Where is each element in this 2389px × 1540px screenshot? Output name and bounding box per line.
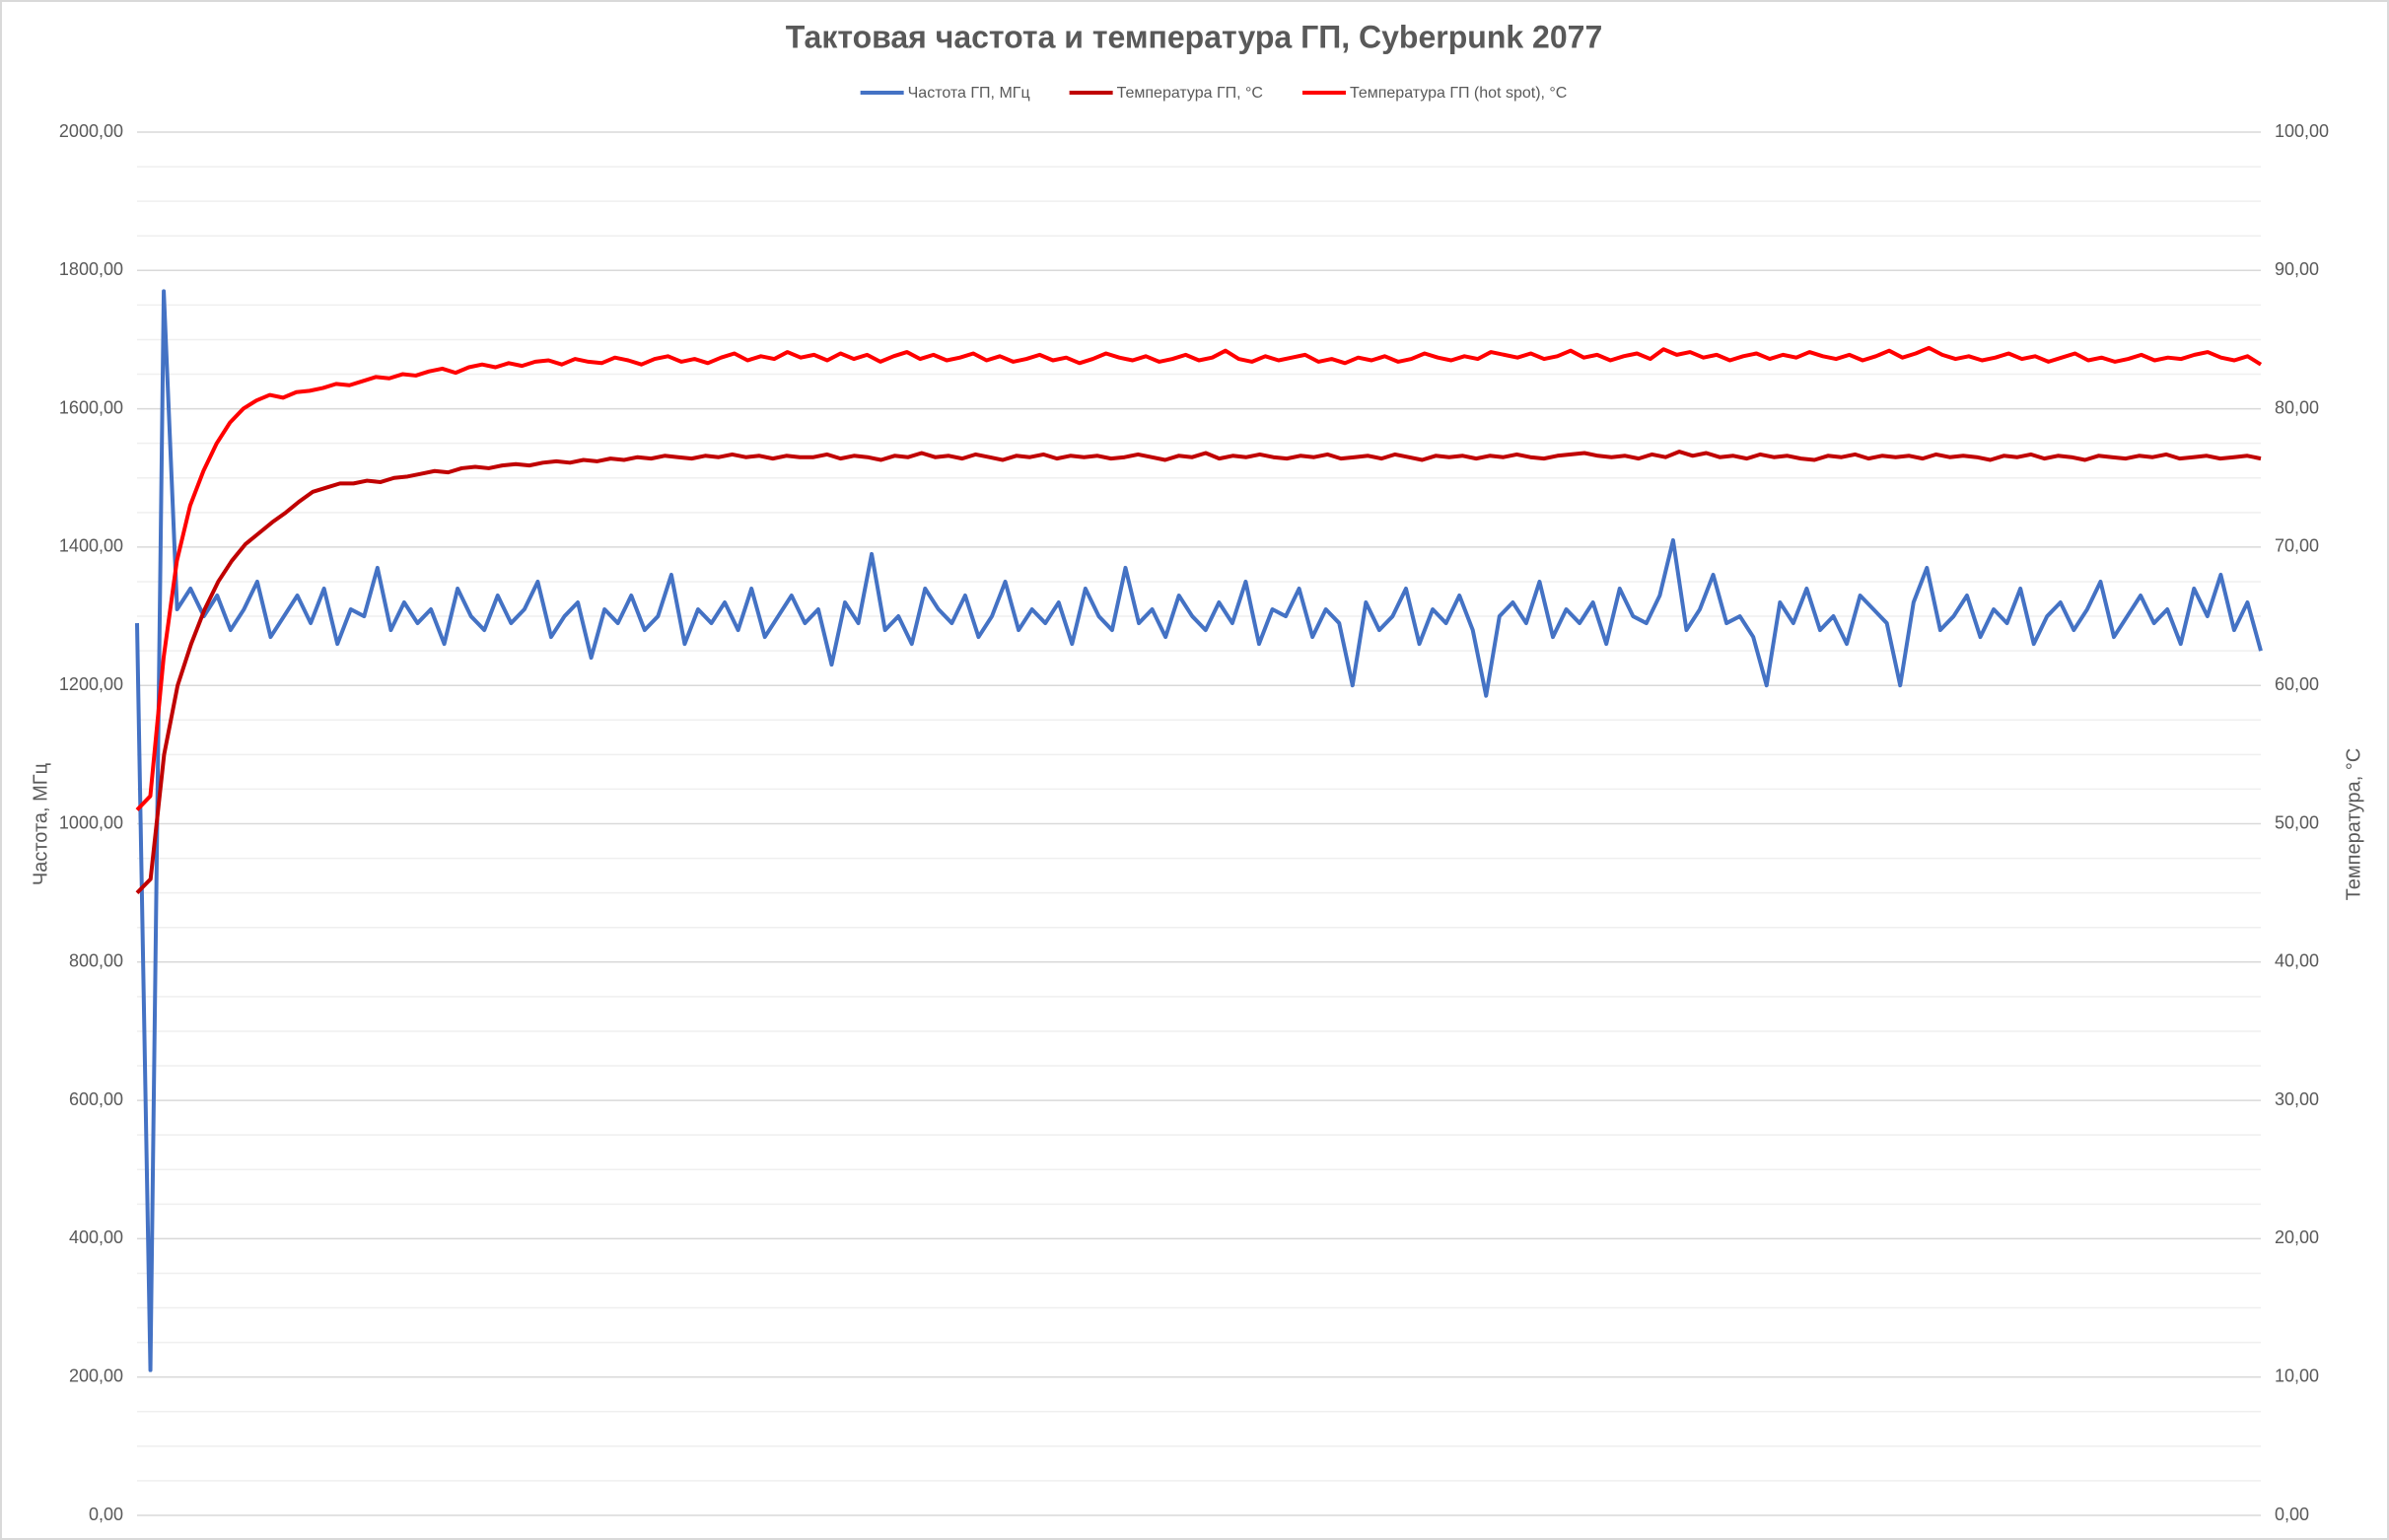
y2-tick-label: 50,00 xyxy=(2275,812,2319,832)
y-tick-label: 1600,00 xyxy=(59,397,123,417)
y2-tick-label: 70,00 xyxy=(2275,536,2319,556)
y2-tick-label: 20,00 xyxy=(2275,1227,2319,1247)
legend-label: Температура ГП, °C xyxy=(1117,85,1263,102)
legend-label: Температура ГП (hot spot), °C xyxy=(1350,85,1567,102)
legend-label: Частота ГП, МГц xyxy=(908,85,1030,102)
y-tick-label: 1000,00 xyxy=(59,812,123,832)
y2-tick-label: 100,00 xyxy=(2275,121,2329,141)
y-tick-label: 400,00 xyxy=(69,1227,123,1247)
y2-tick-label: 30,00 xyxy=(2275,1089,2319,1109)
y2-tick-label: 90,00 xyxy=(2275,259,2319,279)
series-line xyxy=(135,289,2263,1372)
y-axis-title: Частота, МГц xyxy=(30,763,51,885)
y2-tick-label: 40,00 xyxy=(2275,951,2319,971)
y-tick-label: 1800,00 xyxy=(59,259,123,279)
y2-tick-label: 0,00 xyxy=(2275,1505,2309,1524)
y-tick-label: 1400,00 xyxy=(59,536,123,556)
y2-tick-label: 80,00 xyxy=(2275,397,2319,417)
y2-axis-title: Температура, °C xyxy=(2343,748,2364,901)
y-tick-label: 800,00 xyxy=(69,951,123,971)
y2-tick-label: 10,00 xyxy=(2275,1365,2319,1385)
y-tick-label: 0,00 xyxy=(89,1505,123,1524)
y2-tick-label: 60,00 xyxy=(2275,674,2319,694)
y-tick-label: 2000,00 xyxy=(59,121,123,141)
series-line xyxy=(135,450,2262,895)
series-line xyxy=(135,345,2263,811)
y-tick-label: 200,00 xyxy=(69,1365,123,1385)
y-tick-label: 600,00 xyxy=(69,1089,123,1109)
chart-title: Тактовая частота и температура ГП, Cyber… xyxy=(786,19,1602,54)
y-tick-label: 1200,00 xyxy=(59,674,123,694)
legend: Частота ГП, МГц Температура ГП, °C Темпера… xyxy=(860,85,1567,102)
